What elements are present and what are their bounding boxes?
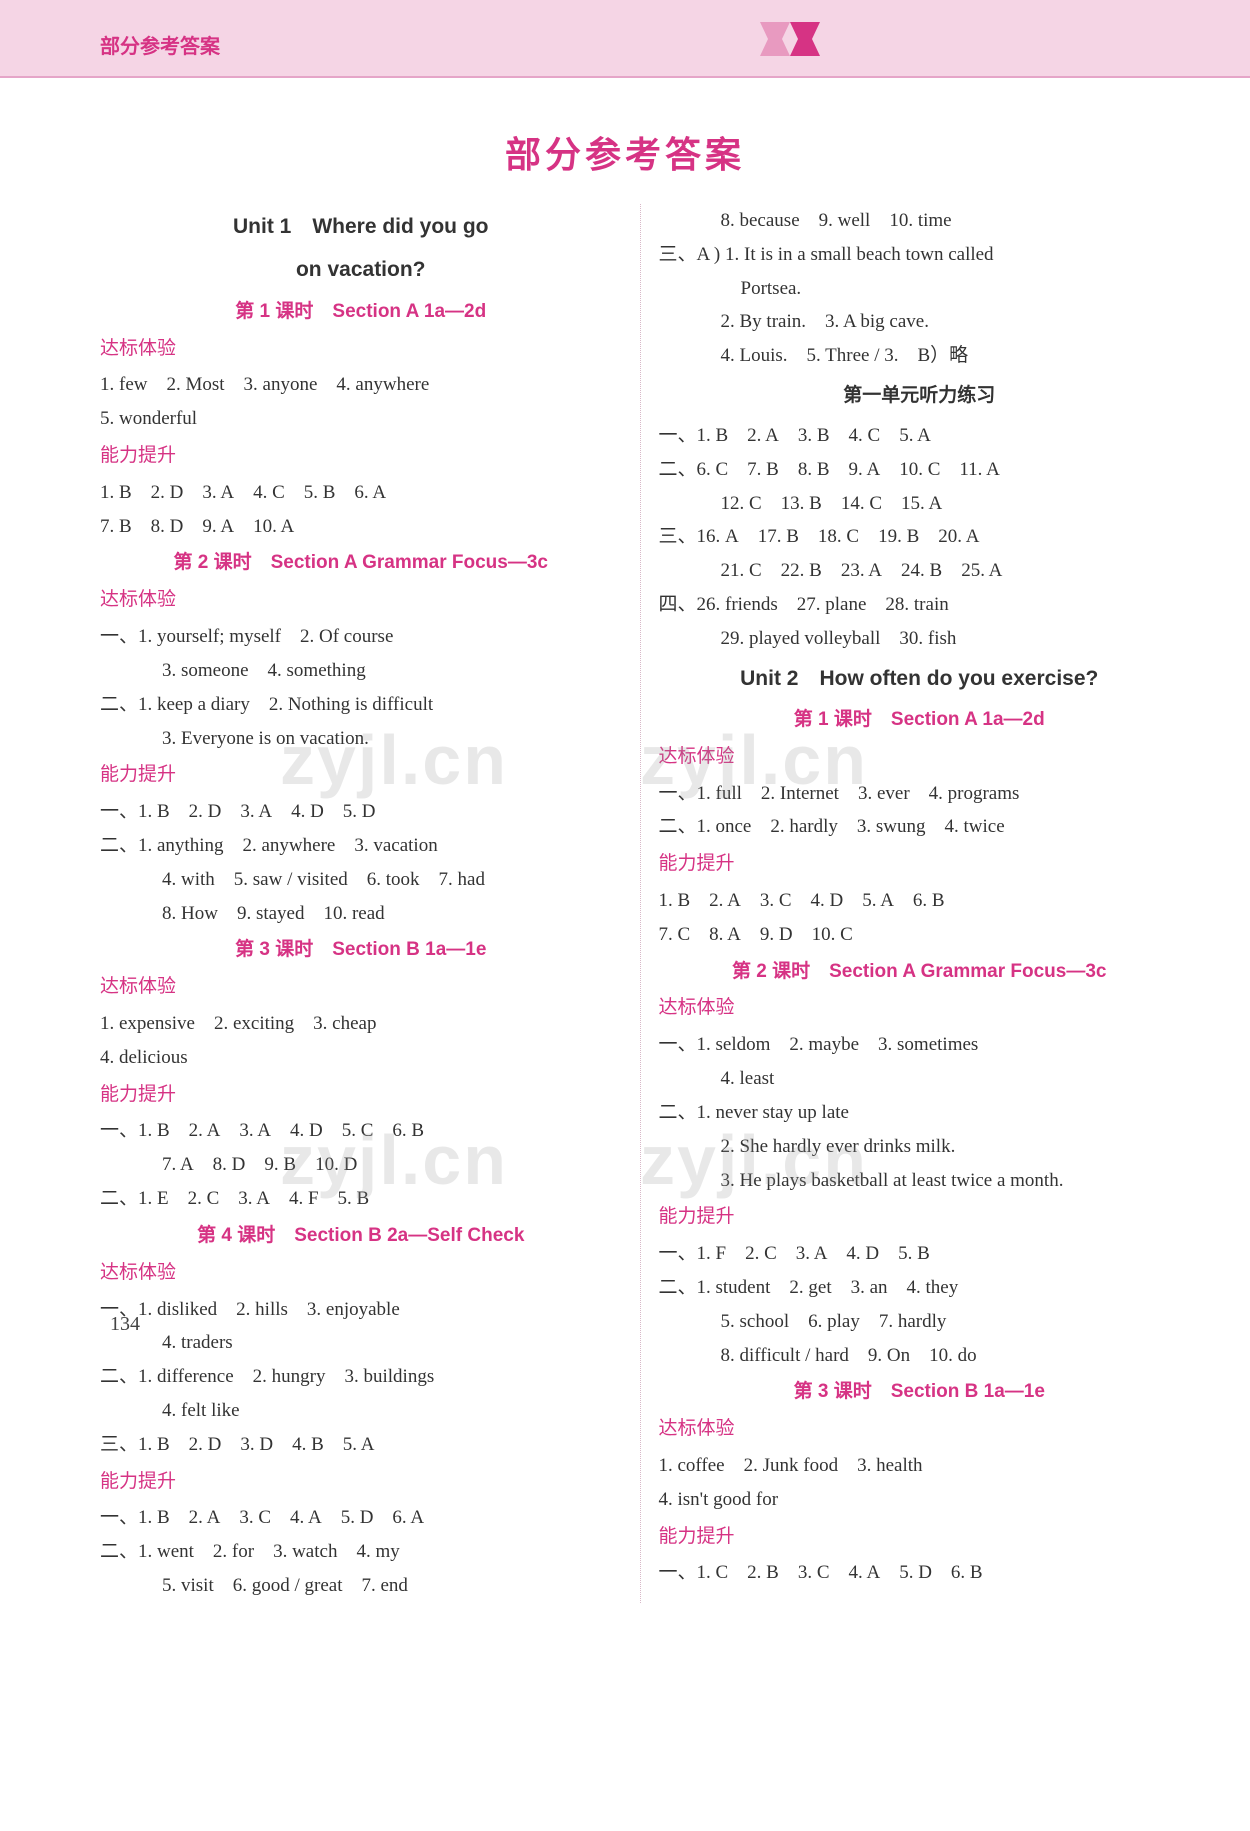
- answer-line: 四、26. friends 27. plane 28. train: [659, 588, 1181, 622]
- answer-line: 4. felt like: [100, 1394, 622, 1428]
- answer-line: Portsea.: [659, 272, 1181, 306]
- answer-line: 7. C 8. A 9. D 10. C: [659, 918, 1181, 952]
- answer-line: 12. C 13. B 14. C 15. A: [659, 487, 1181, 521]
- answer-line: 3. Everyone is on vacation.: [100, 722, 622, 756]
- left-column: Unit 1 Where did you go on vacation? 第 1…: [100, 204, 640, 1603]
- answer-line: 4. isn't good for: [659, 1483, 1181, 1517]
- answer-line: 2. She hardly ever drinks milk.: [659, 1130, 1181, 1164]
- section-dabiao: 达标体验: [100, 1256, 622, 1290]
- answer-line: 1. coffee 2. Junk food 3. health: [659, 1449, 1181, 1483]
- answer-line: 2. By train. 3. A big cave.: [659, 305, 1181, 339]
- answer-line: 二、1. once 2. hardly 3. swung 4. twice: [659, 810, 1181, 844]
- answer-line: 8. How 9. stayed 10. read: [100, 897, 622, 931]
- listening-title: 第一单元听力练习: [659, 379, 1181, 413]
- answer-line: 一、1. B 2. A 3. B 4. C 5. A: [659, 419, 1181, 453]
- section-nengli: 能力提升: [100, 439, 622, 473]
- lesson-1-title: 第 1 课时 Section A 1a—2d: [100, 295, 622, 329]
- answer-line: 4. delicious: [100, 1041, 622, 1075]
- section-nengli: 能力提升: [659, 847, 1181, 881]
- answer-line: 1. B 2. D 3. A 4. C 5. B 6. A: [100, 476, 622, 510]
- section-dabiao: 达标体验: [100, 332, 622, 366]
- answer-line: 一、1. disliked 2. hills 3. enjoyable: [100, 1293, 622, 1327]
- section-nengli: 能力提升: [100, 1465, 622, 1499]
- unit1-title-line2: on vacation?: [100, 251, 622, 288]
- section-dabiao: 达标体验: [100, 583, 622, 617]
- answer-line: 二、1. went 2. for 3. watch 4. my: [100, 1535, 622, 1569]
- header-bar: 部分参考答案: [0, 0, 1250, 78]
- answer-line: 7. B 8. D 9. A 10. A: [100, 510, 622, 544]
- answer-line: 一、1. B 2. A 3. C 4. A 5. D 6. A: [100, 1501, 622, 1535]
- unit2-title: Unit 2 How often do you exercise?: [659, 660, 1181, 697]
- answer-line: 一、1. F 2. C 3. A 4. D 5. B: [659, 1237, 1181, 1271]
- answer-line: 一、1. C 2. B 3. C 4. A 5. D 6. B: [659, 1556, 1181, 1590]
- page: 部分参考答案 部分参考答案 Unit 1 Where did you go on…: [0, 0, 1250, 1831]
- answer-line: 二、1. difference 2. hungry 3. buildings: [100, 1360, 622, 1394]
- unit1-title-line1: Unit 1 Where did you go: [100, 208, 622, 245]
- right-column: 8. because 9. well 10. time 三、A ) 1. It …: [640, 204, 1181, 1603]
- answer-line: 三、16. A 17. B 18. C 19. B 20. A: [659, 520, 1181, 554]
- content-columns: Unit 1 Where did you go on vacation? 第 1…: [0, 204, 1250, 1643]
- section-dabiao: 达标体验: [659, 740, 1181, 774]
- section-nengli: 能力提升: [100, 758, 622, 792]
- answer-line: 3. someone 4. something: [100, 654, 622, 688]
- answer-line: 8. difficult / hard 9. On 10. do: [659, 1339, 1181, 1373]
- u2-lesson-3-title: 第 3 课时 Section B 1a—1e: [659, 1375, 1181, 1409]
- answer-line: 4. least: [659, 1062, 1181, 1096]
- lesson-3-title: 第 3 课时 Section B 1a—1e: [100, 933, 622, 967]
- answer-line: 4. traders: [100, 1326, 622, 1360]
- answer-line: 三、1. B 2. D 3. D 4. B 5. A: [100, 1428, 622, 1462]
- section-dabiao: 达标体验: [659, 991, 1181, 1025]
- header-label: 部分参考答案: [100, 30, 220, 59]
- answer-line: 一、1. yourself; myself 2. Of course: [100, 620, 622, 654]
- answer-line: 二、1. anything 2. anywhere 3. vacation: [100, 829, 622, 863]
- answer-line: 7. A 8. D 9. B 10. D: [100, 1148, 622, 1182]
- answer-line: 8. because 9. well 10. time: [659, 204, 1181, 238]
- section-nengli: 能力提升: [659, 1200, 1181, 1234]
- section-nengli: 能力提升: [100, 1078, 622, 1112]
- answer-line: 3. He plays basketball at least twice a …: [659, 1164, 1181, 1198]
- lesson-4-title: 第 4 课时 Section B 2a—Self Check: [100, 1219, 622, 1253]
- answer-line: 二、6. C 7. B 8. B 9. A 10. C 11. A: [659, 453, 1181, 487]
- answer-line: 三、A ) 1. It is in a small beach town cal…: [659, 238, 1181, 272]
- ribbon-icon: [760, 22, 820, 56]
- section-dabiao: 达标体验: [100, 970, 622, 1004]
- answer-line: 二、1. never stay up late: [659, 1096, 1181, 1130]
- answer-line: 21. C 22. B 23. A 24. B 25. A: [659, 554, 1181, 588]
- answer-line: 二、1. keep a diary 2. Nothing is difficul…: [100, 688, 622, 722]
- lesson-2-title: 第 2 课时 Section A Grammar Focus—3c: [100, 546, 622, 580]
- section-dabiao: 达标体验: [659, 1412, 1181, 1446]
- answer-line: 一、1. B 2. D 3. A 4. D 5. D: [100, 795, 622, 829]
- section-nengli: 能力提升: [659, 1520, 1181, 1554]
- answer-line: 1. few 2. Most 3. anyone 4. anywhere: [100, 368, 622, 402]
- main-title: 部分参考答案: [0, 78, 1250, 204]
- answer-line: 4. Louis. 5. Three / 3. B）略: [659, 339, 1181, 373]
- answer-line: 5. wonderful: [100, 402, 622, 436]
- answer-line: 4. with 5. saw / visited 6. took 7. had: [100, 863, 622, 897]
- answer-line: 29. played volleyball 30. fish: [659, 622, 1181, 656]
- answer-line: 5. school 6. play 7. hardly: [659, 1305, 1181, 1339]
- u2-lesson-2-title: 第 2 课时 Section A Grammar Focus—3c: [659, 955, 1181, 989]
- u2-lesson-1-title: 第 1 课时 Section A 1a—2d: [659, 703, 1181, 737]
- answer-line: 一、1. seldom 2. maybe 3. sometimes: [659, 1028, 1181, 1062]
- answer-line: 一、1. full 2. Internet 3. ever 4. program…: [659, 777, 1181, 811]
- answer-line: 二、1. student 2. get 3. an 4. they: [659, 1271, 1181, 1305]
- answer-line: 一、1. B 2. A 3. A 4. D 5. C 6. B: [100, 1114, 622, 1148]
- answer-line: 1. expensive 2. exciting 3. cheap: [100, 1007, 622, 1041]
- answer-line: 二、1. E 2. C 3. A 4. F 5. B: [100, 1182, 622, 1216]
- page-number: 134: [110, 1313, 140, 1336]
- answer-line: 5. visit 6. good / great 7. end: [100, 1569, 622, 1603]
- answer-line: 1. B 2. A 3. C 4. D 5. A 6. B: [659, 884, 1181, 918]
